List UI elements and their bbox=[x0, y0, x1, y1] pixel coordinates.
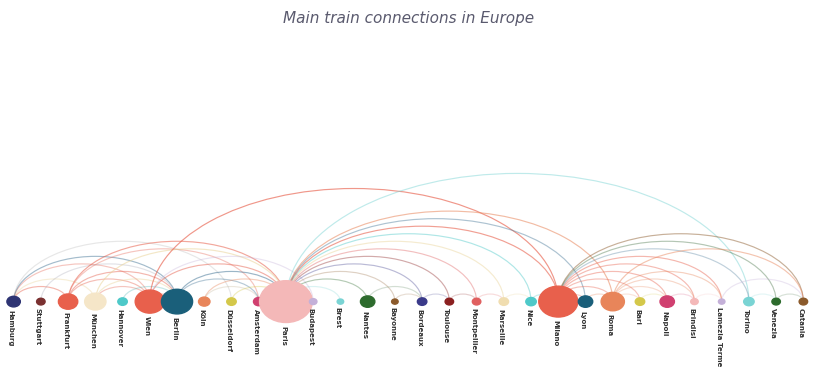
Text: Napoli: Napoli bbox=[661, 311, 667, 336]
Circle shape bbox=[636, 298, 645, 305]
Text: München: München bbox=[89, 313, 96, 349]
Text: Nantes: Nantes bbox=[362, 311, 368, 339]
Text: Stuttgart: Stuttgart bbox=[35, 308, 41, 345]
Text: Brindisi: Brindisi bbox=[689, 308, 694, 339]
Text: Berlin: Berlin bbox=[171, 317, 177, 341]
Circle shape bbox=[260, 281, 312, 322]
Text: Toulouse: Toulouse bbox=[444, 308, 449, 343]
Text: Hamburg: Hamburg bbox=[7, 310, 14, 346]
Text: Roma: Roma bbox=[607, 314, 613, 336]
Circle shape bbox=[526, 297, 536, 306]
Text: Wien: Wien bbox=[144, 316, 150, 336]
Text: Milano: Milano bbox=[552, 320, 558, 346]
Circle shape bbox=[578, 296, 592, 307]
Text: Bari: Bari bbox=[634, 309, 640, 325]
Text: Hannover: Hannover bbox=[117, 309, 123, 346]
Circle shape bbox=[118, 298, 127, 305]
Text: Montpellier: Montpellier bbox=[471, 308, 476, 354]
Circle shape bbox=[690, 299, 699, 305]
Circle shape bbox=[37, 298, 45, 305]
Circle shape bbox=[85, 293, 106, 310]
Circle shape bbox=[253, 297, 264, 306]
Text: Marseille: Marseille bbox=[498, 309, 504, 345]
Text: Lyon: Lyon bbox=[579, 311, 586, 329]
Circle shape bbox=[601, 293, 624, 311]
Text: Venezia: Venezia bbox=[770, 308, 776, 339]
Text: Amsterdam: Amsterdam bbox=[252, 309, 259, 355]
Text: Nice: Nice bbox=[525, 309, 531, 326]
Circle shape bbox=[199, 297, 210, 306]
Text: Frankfurt: Frankfurt bbox=[62, 313, 68, 350]
Circle shape bbox=[310, 299, 317, 305]
Circle shape bbox=[417, 298, 426, 305]
Text: Köln: Köln bbox=[199, 310, 204, 327]
Text: Catania: Catania bbox=[797, 308, 803, 338]
Circle shape bbox=[772, 298, 780, 305]
Text: Torino: Torino bbox=[743, 309, 749, 334]
Circle shape bbox=[472, 298, 481, 305]
Circle shape bbox=[227, 298, 236, 305]
Circle shape bbox=[135, 290, 164, 313]
Circle shape bbox=[162, 289, 193, 314]
Circle shape bbox=[391, 299, 398, 304]
Text: Paris: Paris bbox=[280, 326, 286, 346]
Circle shape bbox=[718, 299, 725, 304]
Circle shape bbox=[58, 294, 78, 309]
Circle shape bbox=[799, 298, 808, 305]
Text: Main train connections in Europe: Main train connections in Europe bbox=[283, 11, 534, 26]
Circle shape bbox=[743, 297, 754, 306]
Text: Düsseldorf: Düsseldorf bbox=[225, 309, 231, 352]
Text: Brest: Brest bbox=[334, 307, 341, 329]
Circle shape bbox=[538, 286, 578, 317]
Circle shape bbox=[660, 296, 674, 307]
Circle shape bbox=[337, 299, 344, 304]
Circle shape bbox=[499, 298, 508, 305]
Text: Budapest: Budapest bbox=[307, 308, 313, 345]
Circle shape bbox=[445, 298, 453, 305]
Text: Bordeaux: Bordeaux bbox=[416, 309, 422, 346]
Text: Bayonne: Bayonne bbox=[389, 307, 395, 341]
Text: Lamezia Terme: Lamezia Terme bbox=[716, 307, 721, 367]
Circle shape bbox=[7, 296, 20, 307]
Circle shape bbox=[360, 296, 375, 307]
